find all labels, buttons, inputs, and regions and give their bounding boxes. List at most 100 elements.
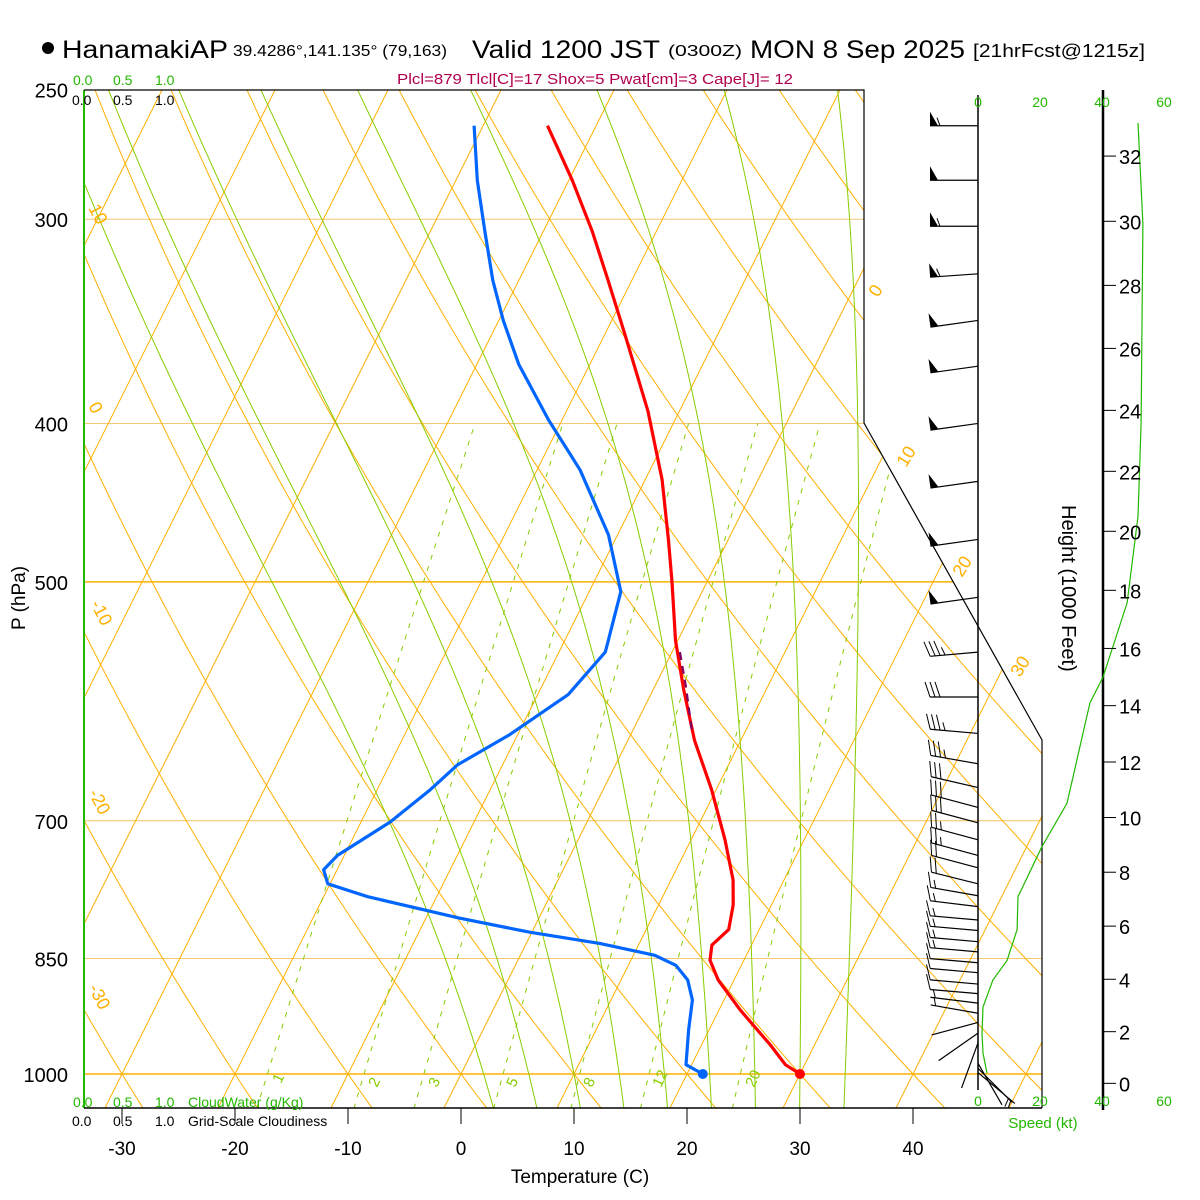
- wind-barb: [930, 212, 978, 227]
- mixing-ratio-line: [570, 423, 759, 1108]
- barb-staff: [931, 854, 979, 869]
- speed-tick-label-bottom: 40: [1094, 1093, 1110, 1109]
- barb-pennant: [928, 532, 939, 547]
- temperature-tick-label: 10: [563, 1139, 584, 1160]
- speed-tick-label-top: 0: [974, 94, 982, 110]
- cloudiness-tick: 1.0: [155, 1113, 175, 1129]
- dry-adiabat-label: -10: [86, 596, 116, 628]
- cloudwater-tick: 0.0: [73, 72, 93, 88]
- pressure-tick-label: 250: [35, 81, 68, 103]
- cloudiness-tick: 0.0: [72, 1113, 92, 1129]
- mixing-ratio-label: 12: [649, 1067, 671, 1089]
- barb-feather: [930, 811, 933, 828]
- barb-staff: [938, 1032, 979, 1062]
- barb-staff: [930, 996, 979, 1004]
- height-tick-label: 10: [1119, 809, 1141, 831]
- barb-staff: [931, 871, 979, 885]
- barb-feather: [930, 839, 933, 856]
- barb-staff: [930, 728, 979, 735]
- barb-feather: [929, 681, 936, 698]
- temperature-tick-label: -10: [334, 1139, 361, 1160]
- barb-half-feather: [942, 722, 946, 731]
- station-dot-icon: [42, 42, 54, 54]
- barb-feather: [935, 714, 941, 731]
- dry-adiabat: [84, 90, 259, 1108]
- barb-feather: [935, 828, 937, 845]
- wind-barb: [926, 952, 979, 974]
- barb-feather: [935, 812, 937, 829]
- mixing-ratio-line: [639, 423, 821, 1108]
- dry-adiabat: [84, 90, 602, 1108]
- header: HanamakiAP 39.4286°,141.135° (79,163) Va…: [42, 36, 1145, 88]
- stability-indices: Plcl=879 Tlcl[C]=17 Shox=5 Pwat[cm]=3 Ca…: [397, 71, 793, 88]
- cloudwater-tick: 0.5: [113, 1094, 133, 1110]
- barb-feather: [926, 910, 931, 927]
- dry-adiabat: [854, 90, 1042, 1108]
- wind-barb: [928, 590, 979, 605]
- barb-half-feather: [1007, 1100, 1012, 1109]
- wind-barb: [928, 416, 979, 431]
- wind-barb: [977, 1062, 1003, 1106]
- height-tick-label: 24: [1119, 401, 1141, 423]
- temperature-line: [546, 125, 801, 1076]
- barb-half-feather: [932, 892, 936, 902]
- barb-half-feather: [933, 879, 937, 889]
- valid-date: MON 8 Sep 2025: [750, 36, 965, 64]
- barb-feather: [930, 827, 933, 844]
- barb-staff: [930, 957, 979, 964]
- barb-half-feather: [936, 117, 941, 126]
- barb-staff: [931, 1021, 979, 1036]
- barb-half-feather: [943, 749, 946, 759]
- barb-feather: [926, 922, 931, 938]
- mixing-ratio-label: 8: [580, 1075, 599, 1090]
- temperature-tick-label: 0: [456, 1139, 467, 1160]
- mixing-ratio-line: [731, 423, 903, 1108]
- plot-frame: [83, 89, 1105, 1110]
- cloud-scales: 0.0 0.5 1.0 0.0 0.5 1.0 0.0 0.5 1.0 Clou…: [72, 72, 327, 1129]
- height-tick-label: 6: [1119, 917, 1130, 939]
- height-tick-label: 28: [1119, 276, 1141, 298]
- cloudwater-tick: 1.0: [155, 72, 175, 88]
- wind-barb: [928, 313, 979, 328]
- barb-feather: [935, 840, 937, 857]
- barb-feather: [926, 900, 931, 916]
- height-tick-label: 8: [1119, 863, 1130, 885]
- cloudiness-tick: 0.0: [72, 92, 92, 108]
- wind-barb: [926, 964, 979, 985]
- barb-staff: [930, 988, 979, 995]
- cloudwater-label: CloudWater (g/Kg): [188, 1094, 303, 1110]
- isotherm-label: 30: [1006, 653, 1034, 681]
- barb-feather: [929, 760, 932, 777]
- pressure-tick-label: 700: [35, 812, 68, 834]
- background-grid: [84, 90, 1042, 1108]
- dry-adiabat: [322, 90, 1042, 1108]
- barb-half-feather: [932, 918, 936, 927]
- mixing-ratio-label: 2: [365, 1075, 384, 1090]
- wind-barb: [923, 640, 979, 657]
- barb-pennant: [928, 416, 939, 431]
- temperature-tick-label: 30: [789, 1139, 810, 1160]
- barb-feather: [927, 739, 932, 756]
- wind-barb: [926, 922, 979, 943]
- barb-feather: [930, 779, 933, 796]
- temperature-tick-label: -20: [221, 1139, 248, 1160]
- isotherm-label: 10: [892, 443, 920, 471]
- barb-feather: [926, 932, 931, 948]
- speed-axis-title: Speed (kt): [1008, 1115, 1077, 1132]
- barb-feather: [932, 740, 937, 757]
- wind-barb: [928, 474, 979, 489]
- barb-pennant: [928, 313, 939, 328]
- forecast-info: [21hrFcst@1215z]: [973, 41, 1145, 61]
- valid-time: Valid 1200 JST: [472, 36, 660, 64]
- pressure-tick-label: 400: [35, 414, 68, 436]
- barb-feather: [926, 713, 931, 730]
- cloudiness-tick: 1.0: [155, 92, 175, 108]
- mixing-ratio-line: [413, 423, 618, 1108]
- barb-half-feather: [936, 218, 941, 227]
- isotherm: [556, 90, 1042, 1108]
- pressure-tick-label: 500: [35, 573, 68, 595]
- wind-barb: [961, 1042, 979, 1089]
- wind-barb: [926, 885, 979, 908]
- barb-staff: [930, 979, 979, 985]
- barb-pennant: [930, 166, 938, 181]
